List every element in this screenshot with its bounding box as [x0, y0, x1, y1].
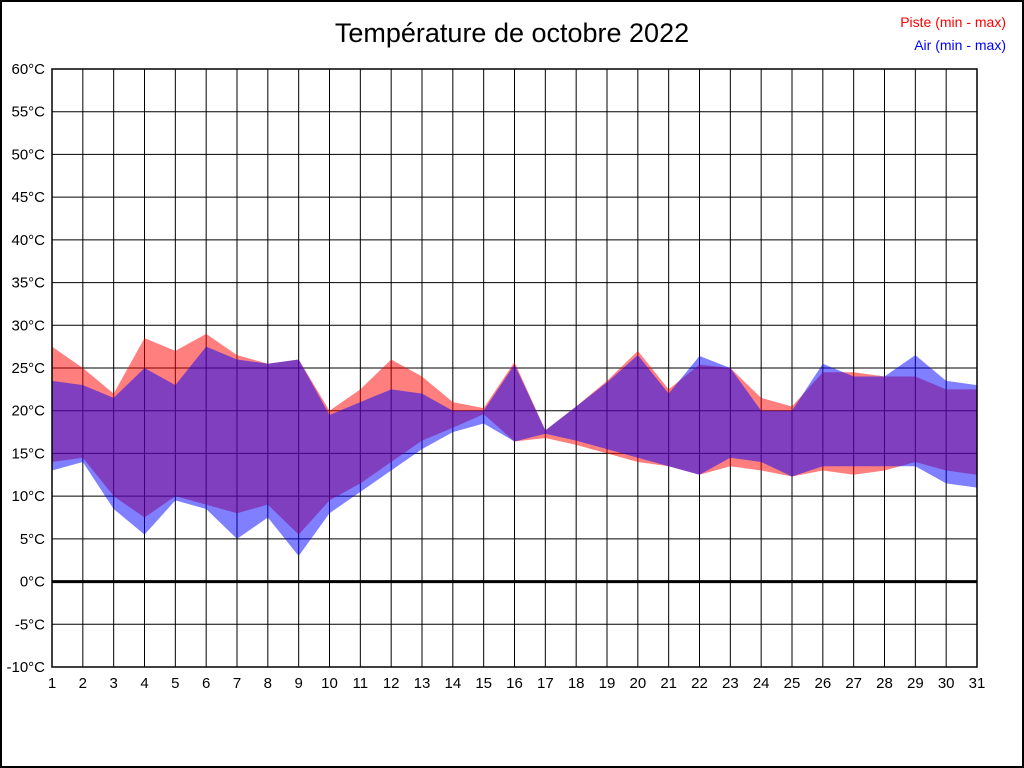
y-tick-label: 10°C — [11, 488, 45, 505]
x-tick-label: 29 — [907, 675, 924, 692]
y-tick-label: -5°C — [15, 616, 45, 633]
x-tick-label: 22 — [691, 675, 708, 692]
x-tick-label: 2 — [79, 675, 87, 692]
y-tick-label: 25°C — [11, 360, 45, 377]
x-tick-label: 7 — [233, 675, 241, 692]
x-tick-label: 18 — [568, 675, 585, 692]
y-tick-label: 20°C — [11, 403, 45, 420]
x-tick-label: 11 — [353, 675, 369, 692]
x-tick-label: 24 — [753, 675, 770, 692]
y-tick-label: 15°C — [11, 445, 45, 462]
y-tick-label: 50°C — [11, 146, 45, 163]
x-tick-label: 20 — [629, 675, 646, 692]
x-tick-label: 12 — [383, 675, 400, 692]
x-tick-label: 5 — [171, 675, 179, 692]
x-tick-label: 13 — [414, 675, 431, 692]
chart-title: Température de octobre 2022 — [334, 18, 690, 48]
air-band — [52, 346, 977, 556]
y-tick-label: -10°C — [6, 659, 45, 676]
x-tick-label: 15 — [475, 675, 492, 692]
x-tick-label: 14 — [444, 675, 461, 692]
y-tick-label: 60°C — [11, 61, 45, 78]
y-tick-label: 55°C — [11, 104, 45, 121]
y-tick-label: 40°C — [11, 232, 45, 249]
x-tick-label: 30 — [938, 675, 955, 692]
x-tick-label: 23 — [722, 675, 739, 692]
y-tick-label: 35°C — [11, 275, 45, 292]
x-tick-label: 25 — [784, 675, 801, 692]
y-tick-label: 45°C — [11, 189, 45, 206]
legend-air: Air (min - max) — [914, 37, 1006, 53]
x-tick-label: 31 — [969, 675, 986, 692]
x-tick-label: 4 — [140, 675, 148, 692]
x-tick-label: 10 — [321, 675, 338, 692]
x-tick-label: 6 — [202, 675, 210, 692]
x-tick-label: 21 — [660, 675, 677, 692]
x-tick-label: 9 — [294, 675, 302, 692]
y-tick-label: 30°C — [11, 317, 45, 334]
x-tick-label: 17 — [537, 675, 554, 692]
x-tick-label: 26 — [814, 675, 831, 692]
x-tick-label: 28 — [876, 675, 893, 692]
x-tick-label: 19 — [599, 675, 616, 692]
legend-piste: Piste (min - max) — [900, 14, 1006, 30]
x-tick-label: 8 — [264, 675, 272, 692]
x-tick-label: 27 — [845, 675, 862, 692]
plot-frame — [51, 68, 978, 668]
x-tick-label: 16 — [506, 675, 523, 692]
x-tick-label: 3 — [109, 675, 117, 692]
y-tick-label: 0°C — [20, 574, 45, 591]
x-tick-label: 1 — [48, 675, 56, 692]
chart-legend: Piste (min - max) Air (min - max) — [900, 11, 1006, 57]
y-tick-label: 5°C — [20, 531, 45, 548]
